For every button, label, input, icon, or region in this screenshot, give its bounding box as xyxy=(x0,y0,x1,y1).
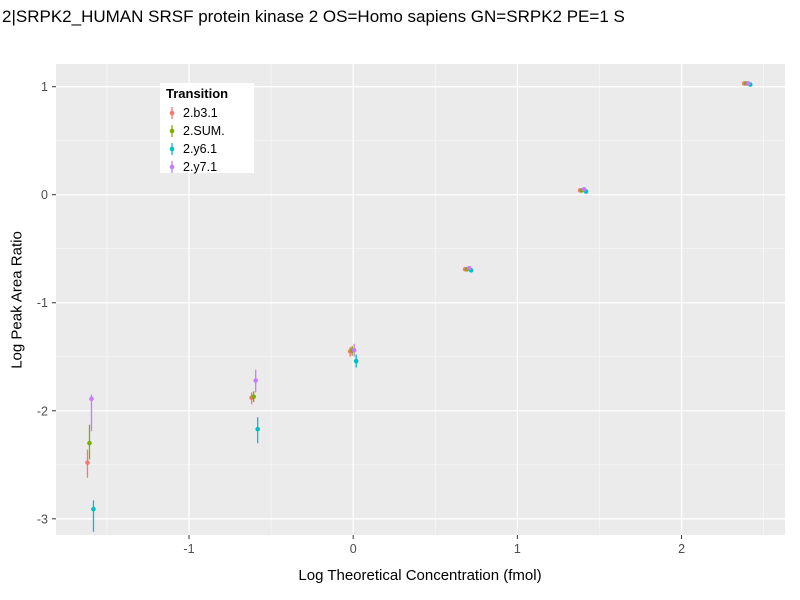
x-tick-label: 0 xyxy=(350,542,357,556)
data-point xyxy=(253,378,258,383)
y-tick-label: -1 xyxy=(37,296,48,310)
x-tick-label: 2 xyxy=(678,542,685,556)
legend-label: 2.y6.1 xyxy=(183,142,217,156)
legend-box xyxy=(160,83,254,173)
y-tick-label: 0 xyxy=(41,188,48,202)
data-point xyxy=(745,81,751,86)
legend-label: 2.y7.1 xyxy=(183,160,217,174)
data-point xyxy=(581,187,587,192)
legend-key-point xyxy=(169,110,175,116)
data-point xyxy=(251,394,256,400)
chart-title: 2|SRPK2_HUMAN SRSF protein kinase 2 OS=H… xyxy=(2,7,625,26)
data-point xyxy=(255,426,260,432)
x-axis-label: Log Theoretical Concentration (fmol) xyxy=(298,567,542,584)
data-point xyxy=(353,358,359,364)
legend-label: 2.b3.1 xyxy=(183,106,218,120)
y-tick-label: -2 xyxy=(37,404,48,418)
x-tick-label: 1 xyxy=(514,542,521,556)
legend-key-point xyxy=(169,146,175,152)
x-tick-label: -1 xyxy=(183,542,194,556)
legend-key-point xyxy=(169,128,175,134)
data-point xyxy=(91,506,96,512)
y-tick-label: -3 xyxy=(37,512,48,526)
data-point xyxy=(351,347,357,353)
data-point xyxy=(89,396,94,402)
data-point xyxy=(85,460,90,465)
legend-title: Transition xyxy=(166,86,228,101)
data-point xyxy=(466,265,472,271)
legend-key-point xyxy=(169,164,175,170)
data-point xyxy=(87,440,92,446)
legend-label: 2.SUM. xyxy=(183,124,225,138)
y-tick-label: 1 xyxy=(41,80,48,94)
